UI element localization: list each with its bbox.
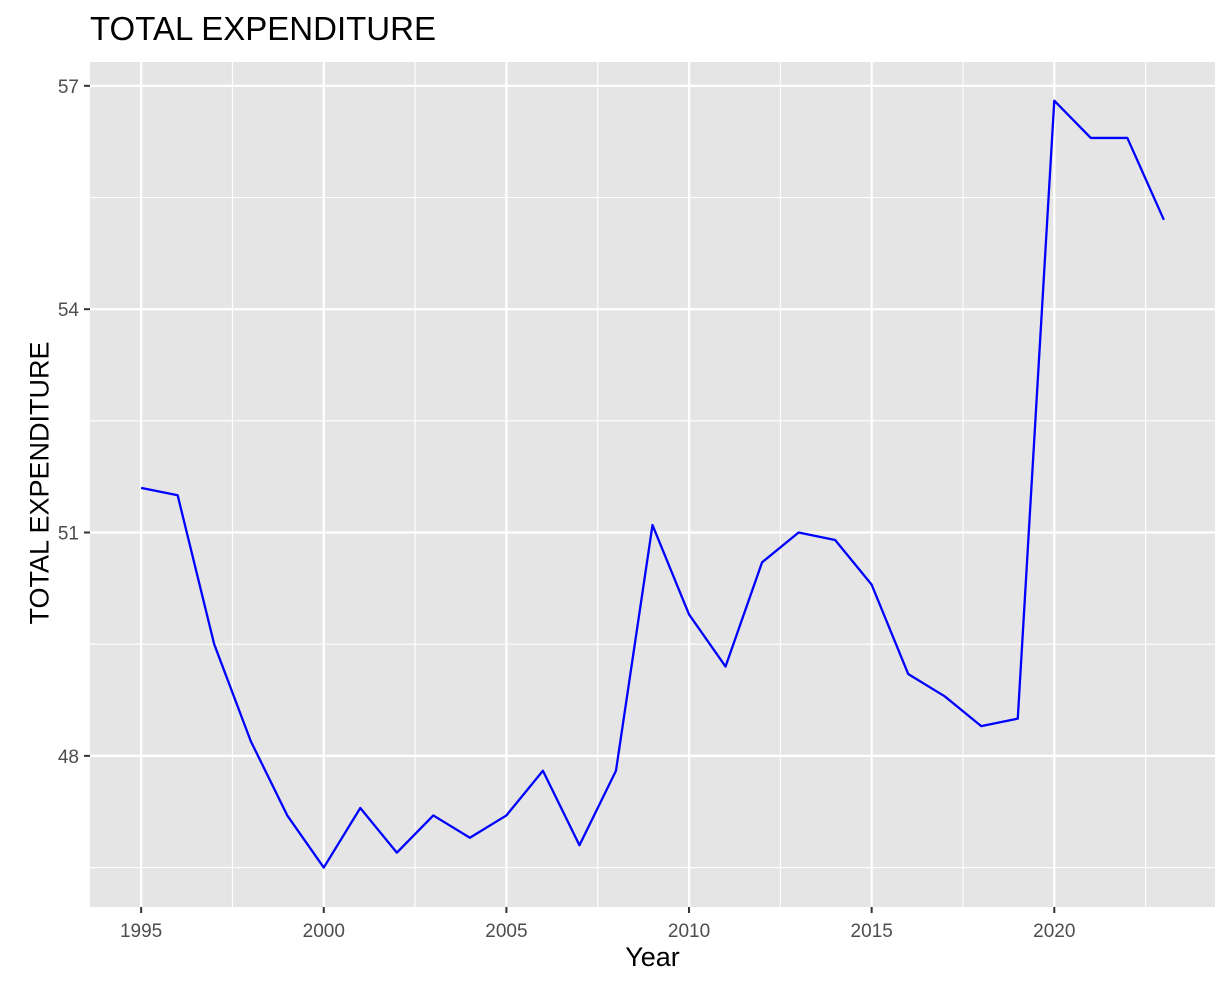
y-tick-label: 54 (58, 300, 80, 321)
x-tick-label: 2000 (303, 921, 345, 942)
x-tick-label: 1995 (120, 921, 162, 942)
y-tick-label: 48 (58, 747, 79, 768)
x-tick-label: 2005 (485, 921, 527, 942)
y-tick-label: 57 (58, 77, 79, 98)
series-line (140, 99, 1165, 869)
chart-title: TOTAL EXPENDITURE (90, 10, 436, 47)
x-tick-label: 2010 (668, 921, 710, 942)
y-tick-label: 51 (58, 524, 79, 545)
x-axis-title: Year (625, 942, 680, 972)
x-tick-label: 2015 (851, 921, 893, 942)
x-tick-label: 2020 (1033, 921, 1075, 942)
panel-background (90, 62, 1215, 907)
